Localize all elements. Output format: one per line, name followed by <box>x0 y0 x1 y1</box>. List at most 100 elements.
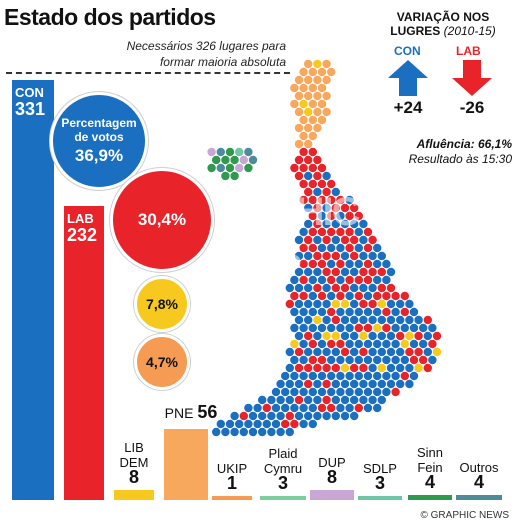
constituency-hex <box>350 379 359 389</box>
bar-value-dup: 8 <box>326 466 337 487</box>
bar-snp <box>164 428 208 500</box>
bar-value-plaid: 3 <box>277 473 288 493</box>
constituency-hex <box>336 227 345 237</box>
constituency-hex <box>382 355 391 365</box>
constituency-hex <box>294 171 304 181</box>
constituency-hex <box>350 299 359 309</box>
constituency-hex <box>253 419 262 429</box>
constituency-hex <box>317 163 327 173</box>
bar-ukip <box>212 496 252 500</box>
constituency-hex <box>377 251 386 261</box>
constituency-hex <box>299 307 308 317</box>
arrow-up-icon <box>388 60 428 96</box>
constituency-hex <box>405 363 414 373</box>
constituency-hex <box>409 339 419 349</box>
constituency-hex <box>317 371 327 381</box>
constituency-hex <box>230 171 239 181</box>
constituency-hex <box>304 363 313 373</box>
constituency-hex <box>373 355 382 365</box>
constituency-hex <box>368 379 377 389</box>
constituency-hex <box>345 323 354 333</box>
constituency-hex <box>350 203 359 213</box>
constituency-hex <box>409 371 419 381</box>
constituency-hex <box>294 123 304 133</box>
constituency-hex <box>313 299 322 309</box>
constituency-hex <box>336 339 345 349</box>
bar-name-plaid: Plaid <box>268 446 298 461</box>
constituency-hex <box>350 235 359 245</box>
constituency-hex <box>216 147 225 157</box>
constituency-hex <box>294 75 304 85</box>
bar-label-snp: PNE 56 <box>154 403 228 421</box>
constituency-hex <box>382 291 391 301</box>
constituency-hex <box>304 139 313 149</box>
constituency-hex <box>327 211 336 221</box>
constituency-hex <box>290 323 299 333</box>
bar-name-lib: LIB <box>124 439 144 455</box>
constituency-hex <box>327 355 336 365</box>
constituency-hex <box>340 411 350 421</box>
constituency-hex <box>322 267 331 277</box>
constituency-hex <box>423 331 432 341</box>
constituency-hex <box>322 75 331 85</box>
constituency-hex <box>258 427 267 437</box>
constituency-hex <box>276 411 285 421</box>
constituency-hex <box>414 315 423 325</box>
constituency-hex <box>368 283 377 293</box>
constituency-hex <box>345 291 354 301</box>
constituency-hex <box>354 227 363 237</box>
constituency-hex <box>377 379 386 389</box>
constituency-hex <box>336 371 345 381</box>
constituency-hex <box>377 315 386 325</box>
constituency-hex <box>304 219 313 229</box>
constituency-hex <box>340 315 350 325</box>
constituency-hex <box>299 99 308 109</box>
constituency-hex <box>350 219 359 229</box>
constituency-hex <box>331 299 340 309</box>
constituency-hex <box>239 155 248 165</box>
constituency-hex <box>313 411 322 421</box>
constituency-hex <box>350 347 359 357</box>
constituency-hex <box>345 195 354 205</box>
constituency-hex <box>409 355 419 365</box>
constituency-hex <box>336 259 345 269</box>
constituency-hex <box>308 371 317 381</box>
constituency-hex <box>340 235 350 245</box>
constituency-hex <box>409 307 419 317</box>
constituency-hex <box>373 275 382 285</box>
constituency-hex <box>322 219 331 229</box>
constituency-hex <box>419 339 428 349</box>
constituency-hex <box>308 355 317 365</box>
constituency-hex <box>308 147 317 157</box>
constituency-hex <box>290 275 299 285</box>
constituency-hex <box>290 371 299 381</box>
constituency-hex <box>313 59 322 69</box>
bar-others <box>456 494 502 500</box>
constituency-hex <box>373 403 382 413</box>
constituency-hex <box>359 235 368 245</box>
constituency-hex <box>299 227 308 237</box>
constituency-hex <box>313 171 322 181</box>
constituency-hex <box>382 259 391 269</box>
constituency-hex <box>345 307 354 317</box>
constituency-hex <box>391 339 400 349</box>
constituency-hex <box>336 307 345 317</box>
constituency-hex <box>405 347 414 357</box>
constituency-hex <box>248 155 258 165</box>
constituency-hex <box>382 371 391 381</box>
constituency-hex <box>276 427 285 437</box>
constituency-hex <box>340 203 350 213</box>
constituency-hex <box>299 419 308 429</box>
constituency-hex <box>322 363 331 373</box>
constituency-hex <box>267 427 276 437</box>
vote-share-intro: Percentagem de votos <box>61 116 137 144</box>
constituency-hex <box>304 331 313 341</box>
constituency-hex <box>317 323 327 333</box>
constituency-hex <box>336 243 345 253</box>
constituency-hex <box>207 163 216 173</box>
constituency-hex <box>299 243 308 253</box>
constituency-hex <box>299 323 308 333</box>
constituency-hex <box>304 379 313 389</box>
constituency-hex <box>308 83 317 93</box>
constituency-hex <box>322 283 331 293</box>
